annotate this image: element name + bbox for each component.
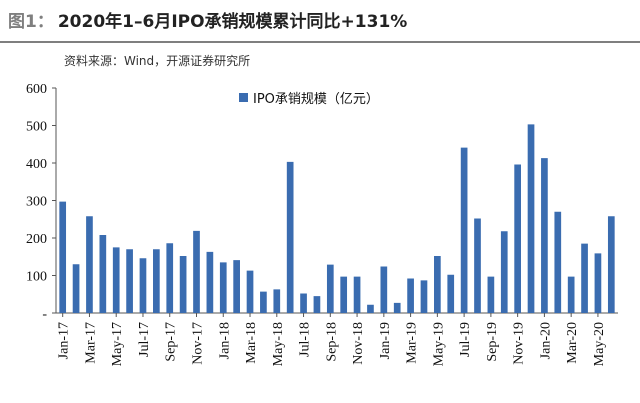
- x-tick-label: May-18: [271, 322, 286, 366]
- bar-Jun-20: [607, 216, 615, 313]
- x-tick-label: Nov-18: [351, 322, 366, 365]
- bar-Jun-17: [126, 249, 133, 313]
- bar-Jan-20: [541, 158, 548, 313]
- bar-Oct-19: [500, 231, 508, 313]
- bar-Feb-19: [393, 302, 401, 313]
- bar-Nov-18: [353, 276, 361, 313]
- y-tick-label: -: [42, 307, 47, 322]
- bar-Mar-17: [86, 216, 93, 313]
- bar-Mar-19: [407, 278, 414, 313]
- x-tick-label: May-19: [431, 322, 446, 366]
- bar-Dec-18: [367, 304, 374, 313]
- x-tick-label: Nov-17: [191, 322, 206, 365]
- x-tick-label: Jan-20: [538, 322, 553, 359]
- bar-Apr-19: [420, 280, 428, 313]
- x-tick-label: Mar-17: [83, 322, 98, 364]
- bar-Aug-19: [474, 218, 481, 313]
- x-tick-label: Jul-18: [298, 322, 313, 357]
- bar-Apr-18: [260, 291, 267, 313]
- figure-title-row: 图1： 2020年1–6月IPO承销规模累计同比+131%: [8, 7, 408, 32]
- bar-Apr-20: [581, 243, 588, 313]
- bar-Jul-18: [300, 293, 307, 313]
- source-note: 资料来源：Wind，开源证券研究所: [64, 54, 251, 68]
- x-tick-label: Mar-18: [244, 322, 259, 364]
- legend-swatch: [239, 93, 248, 102]
- bar-Dec-17: [206, 251, 214, 313]
- bar-Aug-18: [313, 296, 321, 313]
- bar-May-17: [112, 247, 120, 313]
- x-tick-label: Sep-19: [485, 322, 500, 362]
- bar-Feb-17: [72, 264, 80, 313]
- y-tick-label: 100: [26, 270, 47, 285]
- figure-title: 2020年1–6月IPO承销规模累计同比+131%: [57, 12, 408, 32]
- bar-Oct-18: [340, 276, 348, 313]
- y-tick-label: 300: [26, 195, 47, 210]
- bar-Sep-17: [166, 243, 174, 313]
- bar-Nov-19: [514, 164, 521, 313]
- bar-Aug-17: [153, 249, 160, 313]
- bar-Mar-20: [567, 276, 575, 313]
- bar-Feb-18: [233, 260, 240, 313]
- x-tick-label: Jul-19: [458, 322, 473, 357]
- bar-May-19: [434, 256, 441, 313]
- title-divider: [0, 41, 640, 43]
- x-tick-label: Mar-19: [405, 322, 420, 364]
- x-tick-label: May-17: [110, 322, 125, 366]
- x-tick-label: Mar-20: [565, 322, 580, 364]
- x-tick-label: Nov-19: [512, 322, 527, 365]
- figure-label: 图1：: [8, 12, 54, 32]
- bar-Feb-20: [554, 211, 562, 313]
- x-tick-label: Jan-19: [378, 322, 393, 359]
- bar-Jun-19: [447, 274, 455, 313]
- y-tick-label: 200: [26, 232, 47, 247]
- bar-Apr-17: [99, 235, 107, 313]
- x-tick-label: Jan-18: [217, 322, 232, 359]
- bar-Jun-18: [286, 161, 294, 313]
- y-tick-label: 500: [26, 120, 47, 135]
- x-tick-label: May-20: [592, 322, 607, 366]
- x-tick-label: Sep-18: [324, 322, 339, 362]
- x-tick-label: Jan-17: [57, 322, 72, 359]
- bar-Jan-19: [380, 266, 388, 313]
- bar-May-20: [594, 253, 602, 313]
- x-tick-label: Jul-17: [137, 322, 152, 357]
- y-tick-label: 600: [26, 82, 47, 97]
- bar-Sep-19: [487, 276, 495, 313]
- y-tick-label: 400: [26, 157, 47, 172]
- bar-Jul-17: [139, 258, 147, 313]
- bar-Jan-18: [219, 262, 227, 313]
- bar-May-18: [273, 289, 281, 313]
- bar-Nov-17: [193, 230, 200, 313]
- bar-Oct-17: [179, 256, 187, 313]
- bar-Sep-18: [326, 264, 334, 313]
- bar-Dec-19: [527, 124, 535, 313]
- bar-Jan-17: [59, 201, 67, 313]
- x-tick-label: Sep-17: [164, 322, 179, 362]
- figure-header: 图1： 2020年1–6月IPO承销规模累计同比+131%: [0, 0, 640, 44]
- bar-Jul-19: [460, 147, 468, 313]
- bar-Mar-18: [246, 270, 254, 313]
- legend-label: IPO承销规模（亿元）: [253, 92, 379, 107]
